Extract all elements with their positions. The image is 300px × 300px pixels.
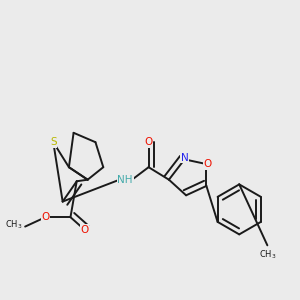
Text: O: O — [80, 225, 89, 235]
Text: NH: NH — [117, 175, 133, 185]
Text: CH$_3$: CH$_3$ — [259, 248, 276, 261]
Text: CH$_3$: CH$_3$ — [5, 219, 22, 231]
Text: O: O — [41, 212, 50, 222]
Text: O: O — [204, 159, 212, 169]
Text: S: S — [50, 137, 57, 147]
Text: O: O — [145, 137, 153, 147]
Text: N: N — [181, 153, 188, 163]
